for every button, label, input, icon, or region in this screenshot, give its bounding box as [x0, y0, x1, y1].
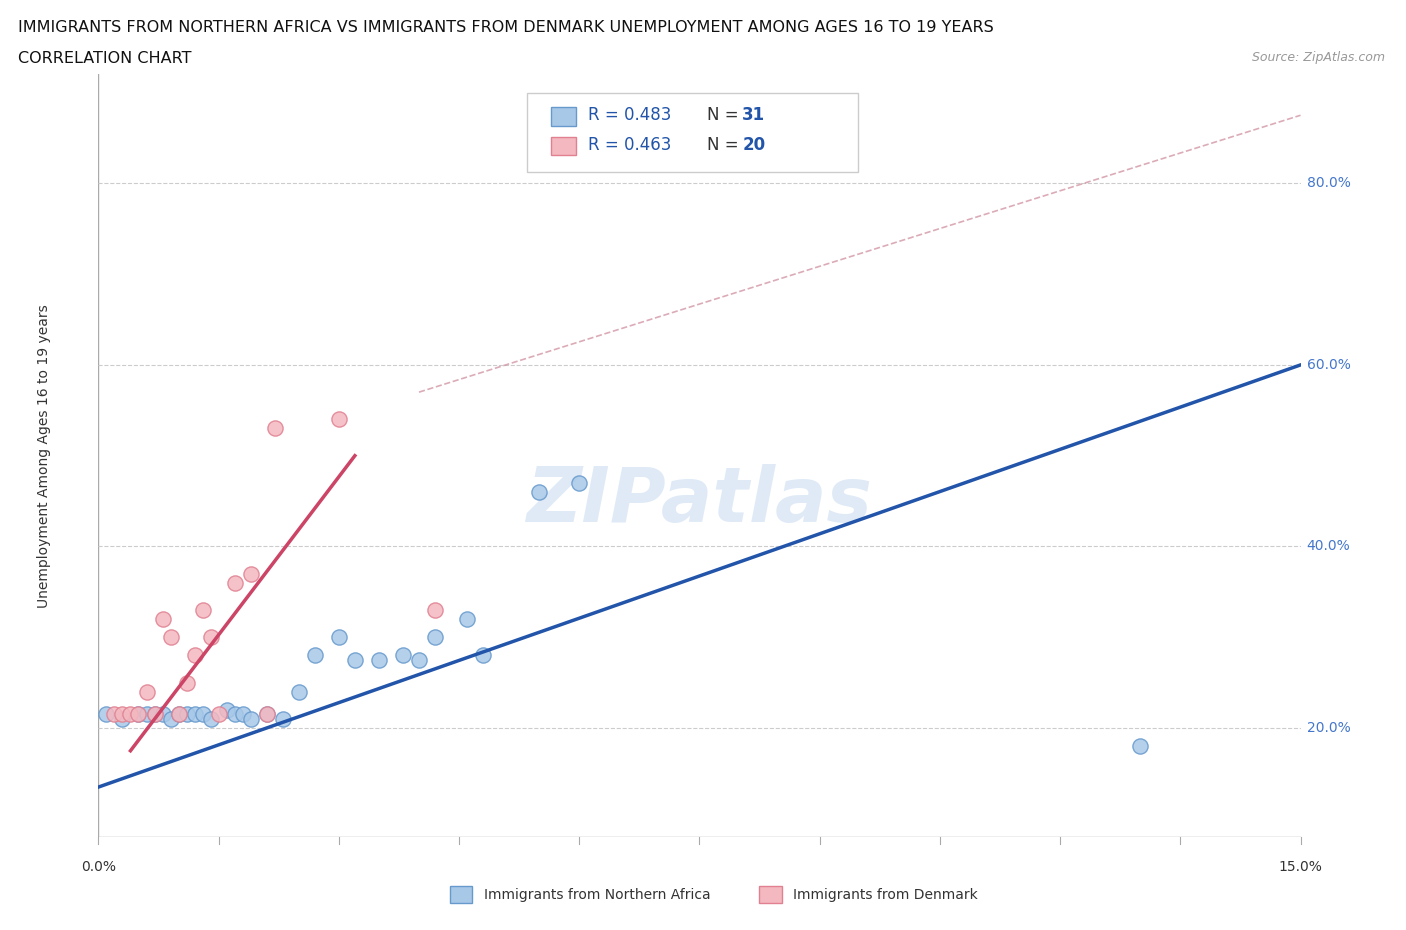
- Point: [96, 707, 118, 722]
- Text: 80.0%: 80.0%: [1306, 177, 1350, 191]
- Point: [368, 653, 391, 668]
- Point: [224, 707, 246, 722]
- Text: Unemployment Among Ages 16 to 19 years: Unemployment Among Ages 16 to 19 years: [38, 304, 52, 607]
- Point: [200, 711, 222, 726]
- Point: [208, 707, 231, 722]
- Text: 20.0%: 20.0%: [1306, 721, 1350, 735]
- Point: [135, 684, 157, 699]
- Text: 31: 31: [742, 106, 765, 125]
- Text: 15.0%: 15.0%: [1278, 859, 1323, 873]
- Point: [183, 707, 205, 722]
- Point: [176, 675, 198, 690]
- Point: [456, 612, 478, 627]
- Text: CORRELATION CHART: CORRELATION CHART: [18, 51, 191, 66]
- Point: [239, 711, 262, 726]
- Point: [343, 653, 366, 668]
- Point: [167, 707, 190, 722]
- Point: [328, 412, 350, 427]
- Point: [176, 707, 198, 722]
- Point: [408, 653, 430, 668]
- Point: [191, 603, 214, 618]
- Point: [143, 707, 166, 722]
- Point: [183, 648, 205, 663]
- Point: [256, 707, 278, 722]
- Point: [152, 612, 174, 627]
- Text: 0.0%: 0.0%: [82, 859, 115, 873]
- Text: Source: ZipAtlas.com: Source: ZipAtlas.com: [1251, 51, 1385, 64]
- Point: [1129, 738, 1152, 753]
- Point: [568, 475, 591, 490]
- Point: [256, 707, 278, 722]
- Point: [263, 421, 285, 436]
- Point: [143, 707, 166, 722]
- Text: 40.0%: 40.0%: [1306, 539, 1350, 553]
- Text: Immigrants from Northern Africa: Immigrants from Northern Africa: [484, 887, 710, 902]
- Point: [423, 630, 446, 644]
- Point: [328, 630, 350, 644]
- Point: [200, 630, 222, 644]
- Point: [111, 711, 134, 726]
- Text: N =: N =: [707, 106, 744, 125]
- Point: [271, 711, 294, 726]
- Point: [191, 707, 214, 722]
- Point: [288, 684, 311, 699]
- Text: ZIPatlas: ZIPatlas: [526, 464, 873, 538]
- Text: R = 0.483: R = 0.483: [588, 106, 671, 125]
- Point: [159, 630, 181, 644]
- Text: IMMIGRANTS FROM NORTHERN AFRICA VS IMMIGRANTS FROM DENMARK UNEMPLOYMENT AMONG AG: IMMIGRANTS FROM NORTHERN AFRICA VS IMMIG…: [18, 20, 994, 35]
- Text: 60.0%: 60.0%: [1306, 358, 1350, 372]
- Point: [215, 702, 238, 717]
- Point: [224, 576, 246, 591]
- Point: [128, 707, 150, 722]
- Text: N =: N =: [707, 136, 744, 154]
- Point: [392, 648, 415, 663]
- Point: [232, 707, 254, 722]
- Point: [529, 485, 551, 499]
- Point: [111, 707, 134, 722]
- Text: R = 0.463: R = 0.463: [588, 136, 671, 154]
- Point: [423, 603, 446, 618]
- Point: [472, 648, 495, 663]
- Point: [103, 707, 125, 722]
- Point: [120, 707, 142, 722]
- Point: [239, 566, 262, 581]
- Text: 20: 20: [742, 136, 765, 154]
- Point: [152, 707, 174, 722]
- Point: [128, 707, 150, 722]
- Point: [304, 648, 326, 663]
- Text: Immigrants from Denmark: Immigrants from Denmark: [793, 887, 977, 902]
- Point: [159, 711, 181, 726]
- Point: [135, 707, 157, 722]
- Point: [167, 707, 190, 722]
